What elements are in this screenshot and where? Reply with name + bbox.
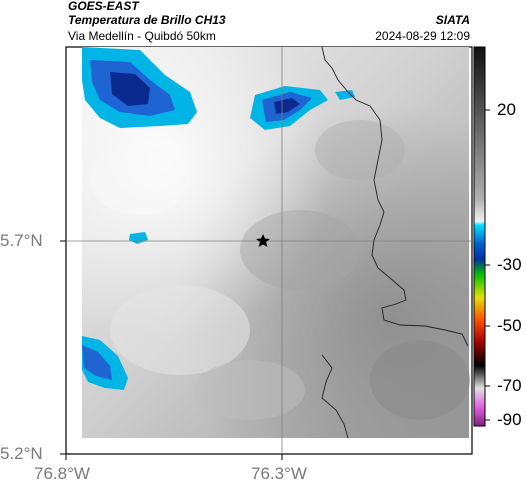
product-title: Temperatura de Brillo CH13: [68, 13, 226, 27]
boundary-line: [321, 46, 469, 439]
x-tick-76.3: 76.3°W: [251, 464, 307, 483]
satellite-imagery: [82, 47, 470, 438]
x-tick-76.8: 76.8°W: [34, 464, 90, 483]
y-tick-5.7: 5.7°N: [0, 231, 43, 250]
colorbar-label-neg70: -70: [497, 376, 522, 395]
colorbar: [473, 46, 486, 427]
route-subtitle: Via Medellín - Quibdó 50km: [68, 29, 216, 43]
colorbar-label-neg50: -50: [497, 316, 522, 335]
location-star-marker: [256, 234, 270, 247]
y-tick-5.2: 5.2°N: [0, 444, 43, 463]
satellite-title: GOES-EAST: [68, 0, 139, 13]
colorbar-label-neg90: -90: [497, 410, 522, 429]
datetime-label: 2024-08-29 12:09: [375, 29, 470, 43]
colorbar-label-20: 20: [497, 100, 516, 119]
colorbar-label-neg30: -30: [497, 255, 522, 274]
source-label: SIATA: [435, 13, 470, 27]
